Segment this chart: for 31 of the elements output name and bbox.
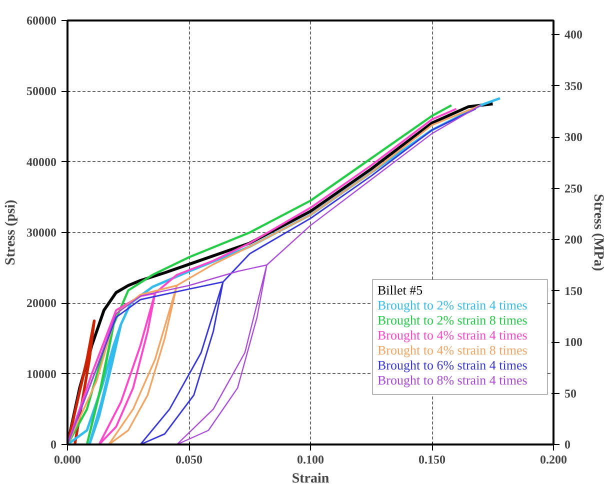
text: Brought to 2% strain 8 times [378,312,528,328]
y2-tick-label: 0 [564,438,570,452]
y2-tick-label: 400 [564,28,582,42]
y-tick-label: 20000 [26,296,56,310]
text: Brought to 4% strain 8 times [378,342,528,358]
legend-title: Billet #5 [378,282,423,298]
text: Brought to 6% strain 4 times [378,358,528,372]
x-tick-label: 0.200 [540,452,567,466]
x-tick-label: 0.150 [418,452,446,466]
y2-tick-label: 100 [564,335,582,350]
y2-tick-label: 250 [564,181,582,196]
text: Brought to 2% strain 4 times [378,298,528,312]
text: Brought to 8% strain 4 times [378,372,528,388]
y2-tick-label: 200 [564,232,582,247]
y-tick-label: 30000 [26,226,56,240]
y2-axis-title: Stress (MPa) [590,194,606,272]
y-tick-label: 40000 [26,154,56,169]
y-tick-label: 50000 [26,84,56,98]
y-tick-label: 60000 [26,14,56,28]
y-axis-title: Stress (psi) [4,199,18,266]
x-tick-label: 0.050 [176,452,202,466]
x-tick-label: 0.100 [297,452,324,466]
y2-tick-label: 150 [564,284,582,298]
y-tick-label: 10000 [26,366,56,381]
text: Brought to 4% strain 4 times [378,328,528,342]
y2-tick-label: 350 [564,78,582,93]
y-tick-label: 0 [50,438,56,452]
y2-tick-label: 50 [564,386,576,400]
x-tick-label: 0.000 [54,452,81,466]
y2-tick-label: 300 [564,130,582,144]
x-axis-title: Strain [292,472,330,486]
